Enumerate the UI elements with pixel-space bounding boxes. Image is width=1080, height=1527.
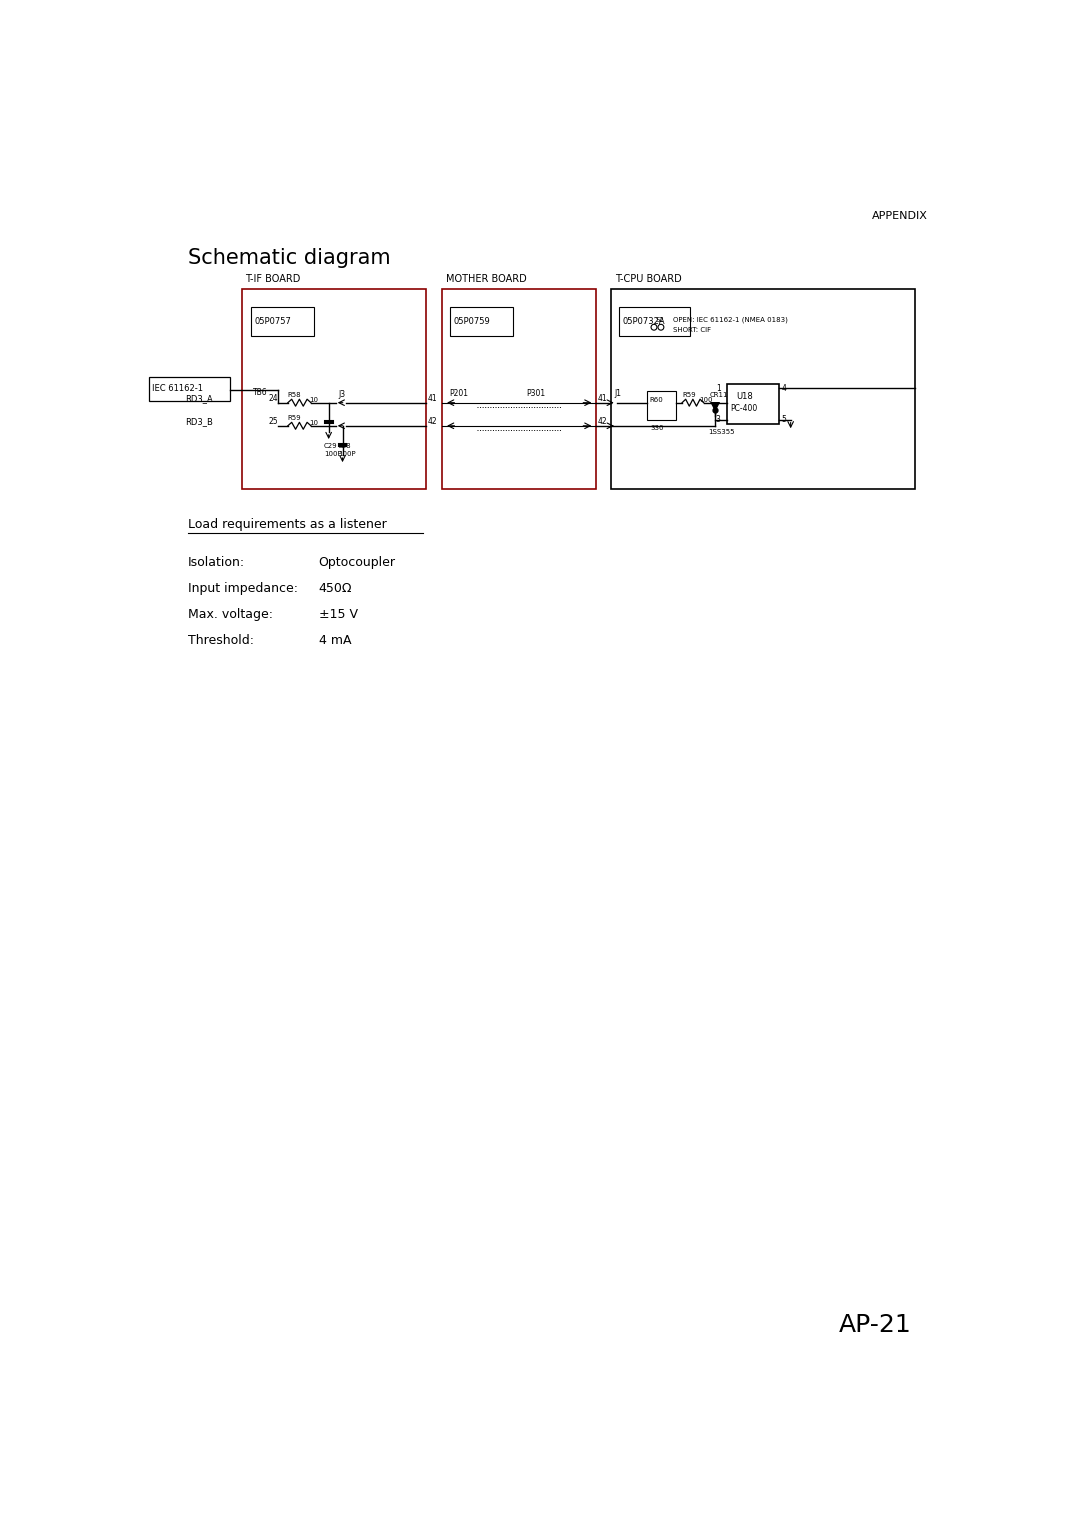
Text: TB6: TB6 [253, 388, 268, 397]
Text: 10: 10 [309, 420, 319, 426]
Bar [449, 307, 513, 336]
Text: OPEN: IEC 61162-1 (NMEA 0183): OPEN: IEC 61162-1 (NMEA 0183) [673, 316, 787, 322]
Text: IEC 61162-1: IEC 61162-1 [152, 385, 203, 394]
Bar [647, 391, 676, 420]
Text: T-IF BOARD: T-IF BOARD [245, 275, 301, 284]
Bar [149, 377, 230, 402]
Text: 25: 25 [268, 417, 278, 426]
Text: S2: S2 [656, 316, 664, 322]
Text: 24: 24 [268, 394, 278, 403]
Text: 1: 1 [716, 383, 720, 392]
Text: 10: 10 [309, 397, 319, 403]
Text: Threshold:: Threshold: [188, 634, 254, 647]
Text: 4 mA: 4 mA [319, 634, 351, 647]
Text: RD3_A: RD3_A [186, 394, 213, 403]
Text: C28: C28 [338, 443, 351, 449]
Text: Max. voltage:: Max. voltage: [188, 608, 273, 621]
Text: Optocoupler: Optocoupler [319, 556, 395, 568]
Text: Isolation:: Isolation: [188, 556, 245, 568]
Polygon shape [712, 403, 719, 411]
Bar [251, 307, 314, 336]
Text: R58: R58 [287, 392, 300, 399]
Bar [619, 307, 690, 336]
Bar [727, 385, 779, 425]
Text: Load requirements as a listener: Load requirements as a listener [188, 518, 387, 531]
Text: RD3_B: RD3_B [186, 417, 214, 426]
Text: 100P: 100P [338, 452, 355, 457]
Text: AP-21: AP-21 [839, 1313, 912, 1338]
Bar [442, 289, 596, 489]
Text: 100P: 100P [324, 452, 341, 457]
Text: 05P0759: 05P0759 [454, 318, 490, 327]
Text: J3: J3 [338, 389, 345, 399]
Text: SHORT: CIF: SHORT: CIF [673, 327, 711, 333]
Text: 3: 3 [716, 415, 720, 425]
Text: Input impedance:: Input impedance: [188, 582, 298, 594]
Text: 450Ω: 450Ω [319, 582, 352, 594]
Text: APPENDIX: APPENDIX [872, 211, 928, 220]
Text: Schematic diagram: Schematic diagram [188, 247, 390, 267]
Text: 05P0732A: 05P0732A [623, 318, 665, 327]
Text: 5: 5 [782, 415, 786, 425]
Text: R59: R59 [287, 415, 300, 421]
Text: PC-400: PC-400 [730, 405, 758, 414]
Text: 4: 4 [782, 383, 786, 392]
Text: ±15 V: ±15 V [319, 608, 357, 621]
Text: 330: 330 [650, 425, 664, 431]
Bar [611, 289, 916, 489]
Text: 1SS355: 1SS355 [708, 429, 734, 435]
Text: P201: P201 [449, 389, 469, 399]
Text: C29: C29 [324, 443, 338, 449]
Text: R60: R60 [649, 397, 663, 403]
Text: 42: 42 [597, 417, 607, 426]
Text: 41: 41 [428, 394, 437, 403]
Text: CR11: CR11 [710, 392, 728, 399]
Text: J1: J1 [615, 389, 621, 399]
Text: 42: 42 [428, 417, 437, 426]
Text: 100: 100 [699, 397, 713, 403]
Text: U18: U18 [735, 392, 753, 402]
Text: MOTHER BOARD: MOTHER BOARD [446, 275, 526, 284]
Text: 41: 41 [597, 394, 607, 403]
Text: R59: R59 [683, 392, 696, 399]
Text: P301: P301 [527, 389, 545, 399]
Bar [242, 289, 427, 489]
Text: T-CPU BOARD: T-CPU BOARD [616, 275, 681, 284]
Text: 05P0757: 05P0757 [255, 318, 292, 327]
